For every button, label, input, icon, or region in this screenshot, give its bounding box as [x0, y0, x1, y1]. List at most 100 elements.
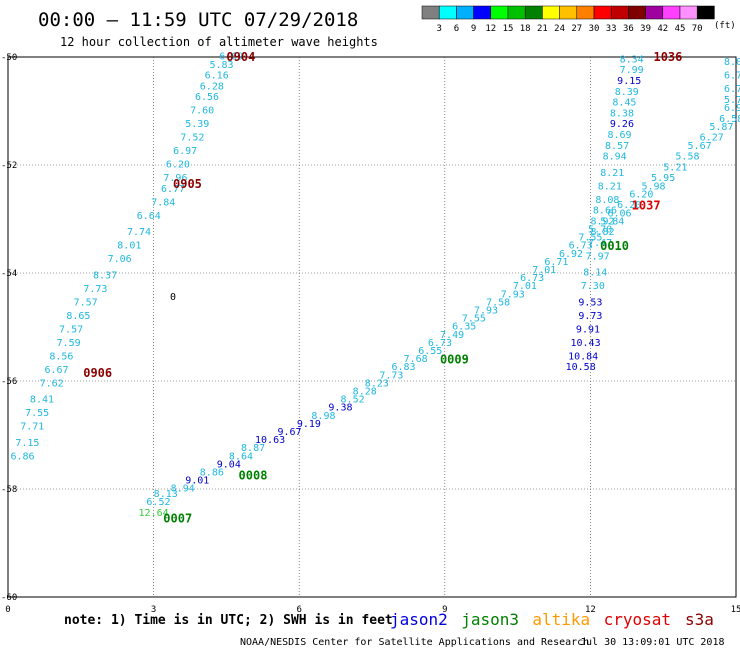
colorbar-swatch [473, 5, 492, 20]
colorbar-swatch [645, 5, 664, 20]
swh-value-label: 9.91 [576, 324, 600, 335]
swh-value-label: 7.74 [127, 227, 151, 238]
swh-value-label: 6.27 [700, 133, 724, 144]
swh-value-label: 6.73 [569, 241, 593, 252]
swh-value-label: 8.39 [615, 87, 639, 98]
swh-value-label: 8.38 [610, 108, 634, 119]
swh-value-label: 8.82 [590, 227, 614, 238]
x-tick-label: 6 [296, 605, 301, 615]
swh-value-label: 8.69 [607, 130, 631, 141]
swh-value-label: 10.84 [568, 351, 598, 362]
swh-value-label: 6.96 [724, 103, 740, 114]
colorbar-swatch [542, 5, 560, 20]
pass-label: 0010 [600, 239, 629, 253]
swh-value-label: 6.77 [724, 71, 740, 82]
colorbar-swatch [662, 5, 681, 20]
swh-value-label: 6.58 [719, 114, 740, 125]
colorbar-tick-label: 33 [606, 24, 617, 34]
y-tick-label: -52 [1, 161, 17, 171]
swh-value-label: 7.06 [108, 254, 132, 265]
legend-cryosat: cryosat [604, 610, 671, 629]
swh-value-label: 5.84 [600, 216, 624, 227]
swh-value-label: 7.52 [180, 133, 204, 144]
swh-value-label: 10.63 [255, 435, 285, 446]
colorbar-tick-label: 45 [675, 24, 686, 34]
colorbar-tick-label: 6 [454, 24, 459, 34]
y-tick-label: -54 [1, 269, 17, 279]
legend-jason3: jason3 [461, 610, 519, 629]
swh-value-label: 9.19 [297, 419, 321, 430]
swh-value-label: 7.57 [59, 324, 83, 335]
colorbar-swatch [438, 5, 457, 20]
colorbar-swatch [679, 5, 698, 20]
swh-value-label: 8.01 [724, 57, 740, 68]
pass-label: 0906 [83, 366, 112, 380]
pass-label: 0008 [239, 469, 268, 483]
colorbar-tick-label: 12 [485, 24, 496, 34]
swh-value-label: 5.95 [651, 173, 675, 184]
pass-label: 0905 [173, 177, 202, 191]
swh-value-label: 8.23 [365, 378, 389, 389]
footer-credit: NOAA/NESDIS Center for Satellite Applica… [240, 637, 589, 648]
colorbar: 3 6 9 12 15 18 21 24 27 30 33 36 39 42 45 70 [421, 5, 715, 34]
plot-area [7, 56, 737, 598]
swh-value-label: 5.21 [663, 162, 687, 173]
x-tick-label: 3 [151, 605, 156, 615]
swh-value-label: 9.38 [328, 403, 352, 414]
swh-value-label: 6.67 [44, 365, 68, 376]
swh-value-label: 7.93 [501, 289, 525, 300]
swh-value-label: 7.58 [486, 297, 510, 308]
mark-label: 0 [170, 292, 176, 303]
footer-timestamp: Jul 30 13:09:01 UTC 2018 [580, 637, 725, 648]
y-tick-label: -50 [1, 53, 17, 63]
y-tick-label: -56 [1, 377, 17, 387]
swh-value-label: 7.73 [379, 370, 403, 381]
colorbar-swatch [421, 5, 440, 20]
swh-value-label: 6.20 [629, 189, 653, 200]
colorbar-tick-label: 18 [520, 24, 531, 34]
swh-value-label: 9.04 [217, 459, 241, 470]
pass-label: 1036 [653, 50, 682, 64]
colorbar-tick-label: 36 [623, 24, 634, 34]
swh-value-label: 6.73 [520, 273, 544, 284]
legend-s3a: s3a [685, 610, 714, 629]
x-tick-label: 0 [5, 605, 10, 615]
swh-value-label: 7.99 [620, 65, 644, 76]
pass-label: 0904 [226, 50, 255, 64]
swh-value-label: 8.52 [341, 395, 365, 406]
swh-value-label: 7.62 [40, 378, 64, 389]
colorbar-tick-label: 3 [436, 24, 441, 34]
colorbar-swatch [696, 5, 715, 20]
colorbar-swatch [559, 5, 578, 20]
swh-value-label: 7.55 [578, 233, 602, 244]
swh-value-label: 6.28 [200, 81, 224, 92]
swh-value-label: 7.93 [474, 306, 498, 317]
swh-value-label: 9.53 [578, 297, 602, 308]
legend-altika: altika [532, 610, 590, 629]
swh-value-label: 6.73 [724, 84, 740, 95]
swh-value-label: 7.49 [440, 330, 464, 341]
swh-value-label: 5.87 [709, 122, 733, 133]
swh-value-label: 9.15 [617, 76, 641, 87]
swh-value-label: 8.28 [353, 387, 377, 398]
swh-value-label: 8.01 [117, 241, 141, 252]
swh-value-label: 6.71 [544, 257, 568, 268]
colorbar-swatch [593, 5, 612, 20]
swh-value-label: 7.59 [57, 338, 81, 349]
swh-value-label: 8.45 [612, 98, 636, 109]
colorbar-swatch [524, 5, 543, 20]
swh-value-label: 8.41 [30, 395, 54, 406]
swh-value-label: 8.57 [605, 141, 629, 152]
swh-value-label: 8.56 [49, 351, 73, 362]
swh-value-label: 8.94 [603, 152, 627, 163]
colorbar-swatch [576, 5, 595, 20]
swh-value-label: 6.86 [11, 451, 35, 462]
swh-value-label: 9.73 [578, 311, 602, 322]
footer-note: note: 1) Time is in UTC; 2) SWH is in fe… [64, 613, 393, 628]
colorbar-tick-label: 27 [571, 24, 582, 34]
swh-value-label: 7.57 [74, 297, 98, 308]
swh-value-label: 7.97 [586, 252, 610, 263]
colorbar-swatch [507, 5, 526, 20]
swh-value-label: 9.01 [185, 476, 209, 487]
